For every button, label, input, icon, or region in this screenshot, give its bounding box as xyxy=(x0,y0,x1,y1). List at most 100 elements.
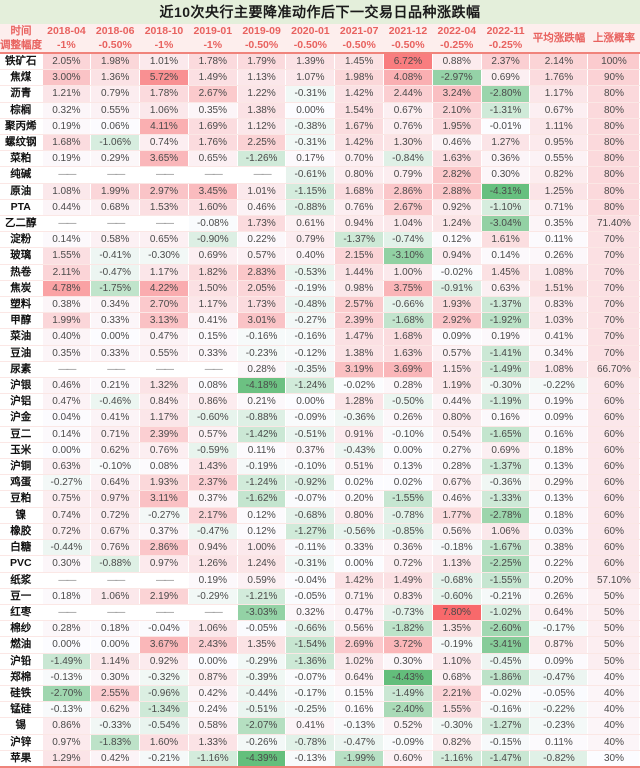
prob-cell: 80% xyxy=(587,166,640,184)
value-cell: 0.33% xyxy=(90,312,141,330)
value-cell: 1.00% xyxy=(383,264,433,281)
value-cell: 0.69% xyxy=(188,247,238,265)
value-cell: -0.31% xyxy=(285,555,336,573)
table-row: 燃油 0.00% 0.00% 3.67% 2.43% 1.35% -1.54% 2.69% 3.… xyxy=(0,636,640,654)
value-cell: 0.92% xyxy=(432,199,482,217)
value-cell: 2.19% xyxy=(139,588,189,605)
value-cell: -2.40% xyxy=(383,701,433,719)
value-cell: 1.07% xyxy=(285,69,336,87)
value-cell: 1.54% xyxy=(334,102,385,119)
row-label: 豆一 xyxy=(0,588,43,605)
value-cell: 1.68% xyxy=(42,134,92,152)
value-cell: -0.27% xyxy=(139,507,189,524)
value-cell: —— xyxy=(139,604,189,622)
value-cell: 2.86% xyxy=(383,183,433,200)
value-cell: 0.76% xyxy=(90,539,141,557)
value-cell: 2.43% xyxy=(188,636,238,654)
avg-cell: 1.08% xyxy=(529,264,589,281)
value-cell: 3.11% xyxy=(139,490,189,508)
header-date-2021-07: 2021-07 xyxy=(334,24,384,38)
header-adjustment-2020-01: -0.50% xyxy=(285,38,335,54)
value-cell: -1.55% xyxy=(481,572,531,589)
avg-cell: -0.05% xyxy=(529,685,589,703)
value-cell: -0.21% xyxy=(481,588,531,605)
value-cell: 0.00% xyxy=(285,393,336,411)
value-cell: 0.72% xyxy=(90,507,141,524)
avg-cell: 0.55% xyxy=(529,150,589,168)
table-row: 沪锌 0.97% -1.83% 1.60% 1.33% -0.26% -0.78% -0.47… xyxy=(0,734,640,751)
table-row: 乙二醇 —— —— —— -0.08% 1.73% 0.61% 0.94% 1.04% 1.24%… xyxy=(0,215,640,233)
value-cell: 0.00% xyxy=(42,442,92,460)
value-cell: 2.10% xyxy=(432,102,482,119)
value-cell: 0.47% xyxy=(139,328,189,346)
prob-cell: 60% xyxy=(587,523,640,541)
value-cell: —— xyxy=(42,604,92,622)
header-date-2018-10: 2018-10 xyxy=(139,24,189,38)
value-cell: 0.69% xyxy=(481,442,531,460)
table-row: 白糖 -0.44% 0.76% 2.86% 0.94% 1.00% -0.11% 0.33% 0… xyxy=(0,539,640,557)
value-cell: 0.97% xyxy=(90,490,141,508)
value-cell: 0.30% xyxy=(383,653,433,670)
value-cell: 0.32% xyxy=(285,604,336,622)
table-row: 铁矿石 2.05% 1.98% 1.01% 1.78% 1.79% 1.39% 1.45% 6.… xyxy=(0,53,640,71)
value-cell: 0.28% xyxy=(42,620,92,638)
value-cell: 1.79% xyxy=(237,53,287,71)
prob-cell: 70% xyxy=(587,312,640,330)
prob-cell: 71.40% xyxy=(587,215,640,233)
value-cell: 4.11% xyxy=(139,118,189,136)
value-cell: 0.52% xyxy=(383,717,433,735)
value-cell: 3.45% xyxy=(188,183,238,200)
table-row: 菜粕 0.19% 0.29% 3.65% 0.65% -1.26% 0.17% 0.70% -0… xyxy=(0,150,640,168)
table-row: PTA 0.44% 0.68% 1.53% 1.60% 0.46% -0.88% 0.76% 2… xyxy=(0,199,640,217)
value-cell: 0.14% xyxy=(481,247,531,265)
value-cell: 1.98% xyxy=(90,53,141,71)
value-cell: 3.75% xyxy=(383,280,433,298)
value-cell: -3.04% xyxy=(481,215,531,233)
value-cell: -1.37% xyxy=(334,231,385,249)
value-cell: 1.12% xyxy=(237,118,287,136)
value-cell: 0.46% xyxy=(432,134,482,152)
value-cell: 0.83% xyxy=(383,588,433,605)
value-cell: -0.08% xyxy=(188,215,238,233)
value-cell: 6.72% xyxy=(383,53,433,71)
value-cell: -1.37% xyxy=(481,296,531,314)
value-cell: -0.51% xyxy=(237,701,287,719)
avg-cell: 0.22% xyxy=(529,555,589,573)
value-cell: -0.02% xyxy=(481,685,531,703)
value-cell: -1.10% xyxy=(481,199,531,217)
row-label: 橡胶 xyxy=(0,523,43,541)
row-label: 菜油 xyxy=(0,328,43,346)
value-cell: 0.35% xyxy=(42,345,92,362)
prob-cell: 57.10% xyxy=(587,572,640,589)
value-cell: 0.37% xyxy=(285,442,336,460)
value-cell: 1.68% xyxy=(334,183,385,200)
prob-cell: 80% xyxy=(587,85,640,103)
table-body: 铁矿石 2.05% 1.98% 1.01% 1.78% 1.79% 1.39% 1.45% 6.… xyxy=(0,53,640,768)
value-cell: 0.41% xyxy=(90,409,141,427)
header-adjustment-2018-06: -0.50% xyxy=(90,38,140,54)
table-row: 红枣 —— —— —— —— -3.03% 0.32% 0.47% -0.73% 7.80% -1.… xyxy=(0,604,640,622)
value-cell: 0.69% xyxy=(481,69,531,87)
value-cell: 1.39% xyxy=(285,53,336,71)
row-label: 淀粉 xyxy=(0,231,43,249)
table-row: 鸡蛋 -0.27% 0.64% 1.93% 2.37% -1.24% -0.92% 0.02%… xyxy=(0,474,640,492)
avg-cell: -0.82% xyxy=(529,750,589,768)
avg-cell: 1.51% xyxy=(529,280,589,298)
value-cell: -0.19% xyxy=(237,458,287,476)
value-cell: 1.50% xyxy=(188,280,238,298)
value-cell: 0.15% xyxy=(188,328,238,346)
value-cell: -0.16% xyxy=(285,328,336,346)
value-cell: -0.96% xyxy=(139,685,189,703)
value-cell: -0.18% xyxy=(432,539,482,557)
value-cell: -1.27% xyxy=(285,523,336,541)
avg-cell: -0.47% xyxy=(529,669,589,686)
value-cell: -0.12% xyxy=(285,345,336,362)
value-cell: 0.11% xyxy=(237,442,287,460)
value-cell: -1.21% xyxy=(237,588,287,605)
value-cell: 0.17% xyxy=(285,150,336,168)
value-cell: -0.45% xyxy=(481,653,531,670)
value-cell: 2.21% xyxy=(432,685,482,703)
table-row: 纸浆 —— —— —— 0.19% 0.59% -0.04% 1.42% 1.49% -0.68%… xyxy=(0,572,640,589)
value-cell: 1.43% xyxy=(188,458,238,476)
value-cell: 0.97% xyxy=(139,555,189,573)
